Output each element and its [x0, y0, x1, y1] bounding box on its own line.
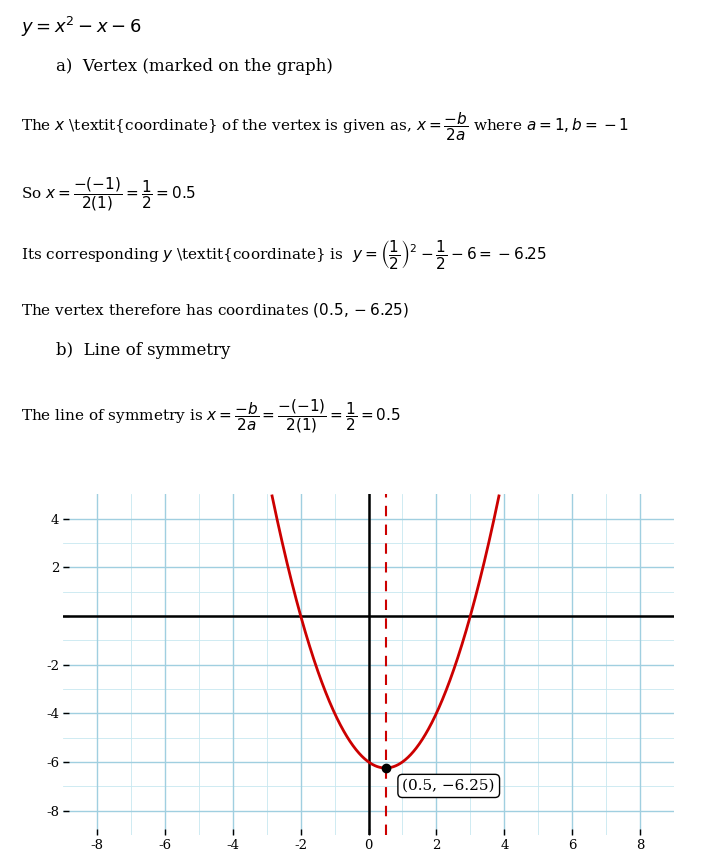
Text: a)  Vertex (marked on the graph): a) Vertex (marked on the graph)	[56, 58, 333, 75]
Text: b)  Line of symmetry: b) Line of symmetry	[56, 342, 230, 359]
Text: The line of symmetry is $x = \dfrac{-b}{2a} = \dfrac{-(-1)}{2(1)} = \dfrac{1}{2}: The line of symmetry is $x = \dfrac{-b}{…	[21, 397, 401, 435]
Text: The vertex therefore has coordinates $(0.5,-6.25)$: The vertex therefore has coordinates $(0…	[21, 301, 409, 319]
Text: The $x$ \textit{coordinate} of the vertex is given as, $x = \dfrac{-b}{2a}$ wher: The $x$ \textit{coordinate} of the verte…	[21, 111, 629, 143]
Text: (0.5, −6.25): (0.5, −6.25)	[402, 779, 495, 793]
Text: $y = x^2 - x - 6$: $y = x^2 - x - 6$	[21, 14, 141, 38]
Text: So $x = \dfrac{-(-1)}{2(1)} = \dfrac{1}{2} = 0.5$: So $x = \dfrac{-(-1)}{2(1)} = \dfrac{1}{…	[21, 176, 197, 214]
Text: Its corresponding $y$ \textit{coordinate} is  $y = \left(\dfrac{1}{2}\right)^2 -: Its corresponding $y$ \textit{coordinate…	[21, 239, 547, 271]
